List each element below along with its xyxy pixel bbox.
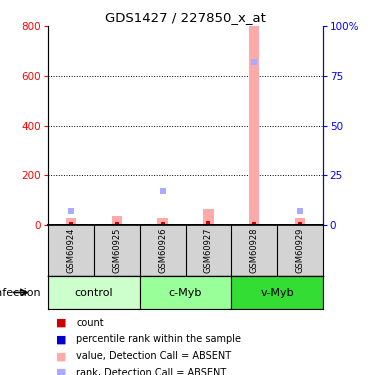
Title: GDS1427 / 227850_x_at: GDS1427 / 227850_x_at <box>105 11 266 24</box>
Bar <box>203 209 214 225</box>
Text: value, Detection Call = ABSENT: value, Detection Call = ABSENT <box>76 351 231 361</box>
Text: GSM60927: GSM60927 <box>204 228 213 273</box>
Text: ■: ■ <box>56 318 66 327</box>
Bar <box>66 217 76 225</box>
Text: infection: infection <box>0 288 41 297</box>
Text: c-Myb: c-Myb <box>169 288 202 297</box>
Bar <box>112 216 122 225</box>
Text: ■: ■ <box>56 334 66 344</box>
Text: ■: ■ <box>56 351 66 361</box>
Bar <box>295 217 305 225</box>
Text: ■: ■ <box>56 368 66 375</box>
Bar <box>249 26 259 225</box>
Text: GSM60929: GSM60929 <box>295 228 304 273</box>
Bar <box>140 276 231 309</box>
Bar <box>157 217 168 225</box>
Text: control: control <box>75 288 113 297</box>
Bar <box>48 276 140 309</box>
Text: v-Myb: v-Myb <box>260 288 294 297</box>
Text: GSM60926: GSM60926 <box>158 228 167 273</box>
Bar <box>231 276 323 309</box>
Text: GSM60925: GSM60925 <box>112 228 121 273</box>
Text: count: count <box>76 318 104 327</box>
Text: rank, Detection Call = ABSENT: rank, Detection Call = ABSENT <box>76 368 226 375</box>
Text: GSM60924: GSM60924 <box>67 228 76 273</box>
Text: GSM60928: GSM60928 <box>250 228 259 273</box>
Text: percentile rank within the sample: percentile rank within the sample <box>76 334 241 344</box>
